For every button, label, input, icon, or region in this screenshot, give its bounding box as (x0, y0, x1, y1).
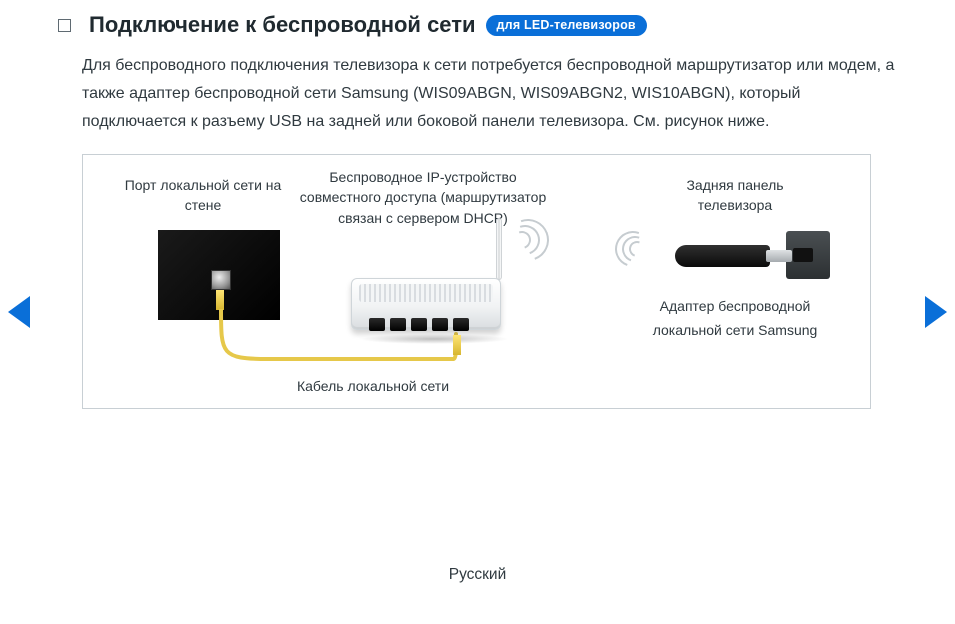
led-badge: для LED-телевизоров (486, 15, 647, 36)
adapter-label: Адаптер беспроводной локальной сети Sams… (640, 295, 830, 343)
router-label: Беспроводное IP-устройство совместного д… (293, 167, 553, 228)
router-plug-icon (453, 335, 461, 355)
footer-language: Русский (0, 566, 955, 584)
nav-prev-arrow[interactable] (8, 296, 30, 328)
router-icon (351, 260, 516, 338)
title-row: Подключение к беспроводной сети для LED-… (58, 12, 895, 38)
page-content: Подключение к беспроводной сети для LED-… (0, 0, 955, 409)
bullet-icon (58, 19, 71, 32)
wall-plug-icon (216, 290, 224, 310)
wall-port-label: Порт локальной сети на стене (113, 175, 293, 216)
nav-next-arrow[interactable] (925, 296, 947, 328)
page-title: Подключение к беспроводной сети (89, 12, 476, 38)
connection-diagram: Порт локальной сети на стене Беспроводно… (82, 154, 871, 409)
wireless-adapter-icon (675, 245, 770, 267)
wall-jack-icon (211, 270, 231, 290)
tv-back-panel-icon (786, 231, 830, 279)
intro-paragraph: Для беспроводного подключения телевизора… (82, 52, 895, 136)
adapter-usb-tip-icon (766, 250, 792, 262)
tv-back-label: Задняя панель телевизора (650, 175, 820, 216)
cable-label: Кабель локальной сети (273, 376, 473, 396)
